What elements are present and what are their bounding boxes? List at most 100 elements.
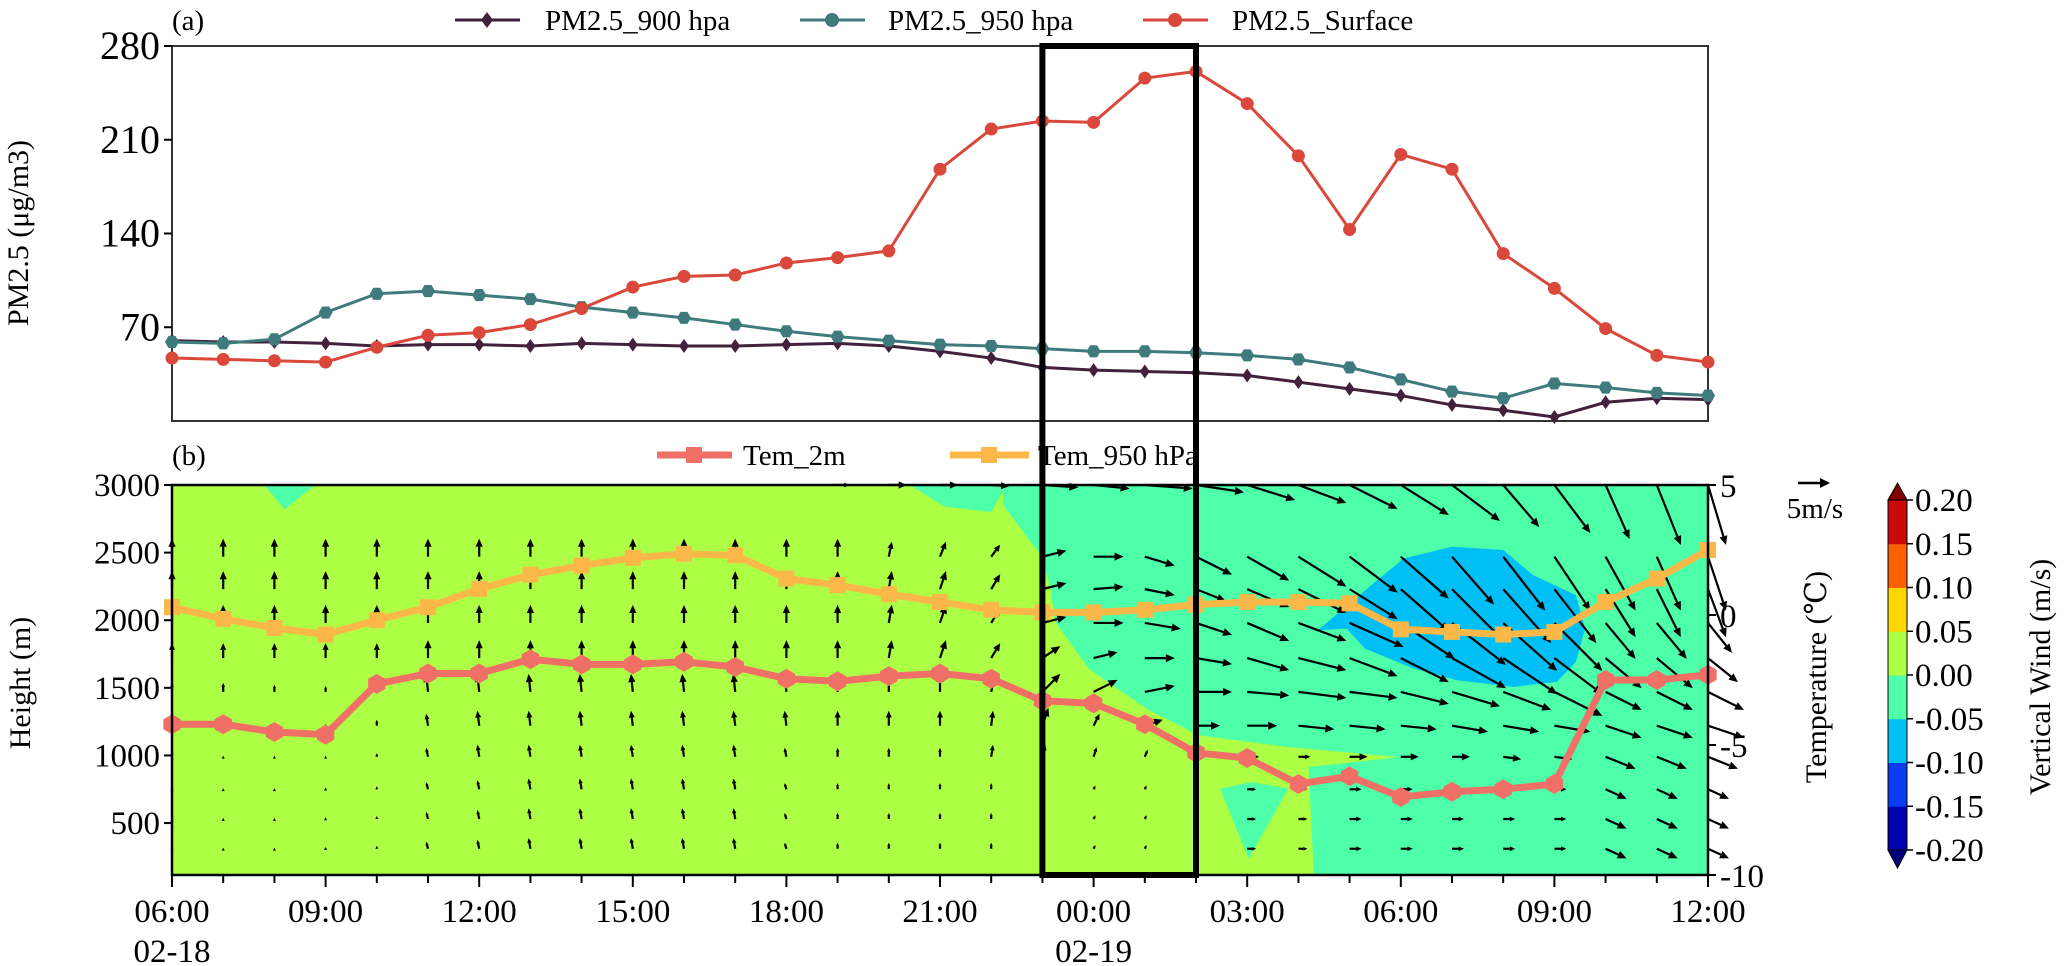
wind-arrow-shaft xyxy=(528,717,532,726)
data-point xyxy=(216,337,231,350)
data-point xyxy=(1447,397,1457,412)
wind-arrow xyxy=(1092,845,1096,850)
wind-arrow-head xyxy=(221,817,225,821)
wind-arrow-head xyxy=(1490,699,1500,708)
wind-arrow-shaft xyxy=(1092,751,1097,758)
wind-arrow-head xyxy=(1427,724,1437,733)
legend-marker-diamond xyxy=(481,12,493,28)
wind-arrow xyxy=(1503,754,1522,762)
data-point xyxy=(1342,361,1357,374)
wind-arrow xyxy=(424,571,432,590)
wind-arrow xyxy=(1452,816,1464,822)
wind-arrow-head xyxy=(578,837,583,844)
data-point xyxy=(677,269,691,283)
data-point xyxy=(266,620,283,636)
wind-arrow-head xyxy=(425,811,429,816)
wind-arrow-head xyxy=(324,787,328,791)
wind-arrow xyxy=(1605,818,1627,829)
data-point xyxy=(1291,353,1306,366)
wind-arrow xyxy=(1143,749,1148,758)
data-point xyxy=(1498,403,1509,418)
wind-arrow-shaft xyxy=(1554,724,1582,732)
wind-arrow xyxy=(938,813,942,820)
wind-arrow xyxy=(1707,847,1729,859)
data-point xyxy=(1701,355,1715,369)
wind-arrow xyxy=(887,813,891,820)
wind-arrow-head xyxy=(628,673,636,683)
data-point xyxy=(933,338,947,351)
wind-arrow xyxy=(324,846,328,850)
wind-arrow-head xyxy=(475,640,483,649)
wind-arrow xyxy=(680,808,686,820)
x-tick-label: 15:00 xyxy=(595,894,670,930)
wind-arrow xyxy=(886,604,895,624)
wind-arrow-shaft xyxy=(1348,555,1392,589)
y-tick-label: 210 xyxy=(100,117,160,162)
data-point xyxy=(1136,601,1153,618)
wind-arrow xyxy=(989,813,993,820)
data-point xyxy=(880,586,897,603)
wind-arrow-head xyxy=(1547,661,1558,671)
wind-arrow xyxy=(1247,817,1257,821)
wind-arrow xyxy=(272,755,276,759)
colorbar-segment xyxy=(1888,675,1907,720)
wind-arrow-head xyxy=(784,813,787,817)
wind-arrow-head xyxy=(1165,559,1175,567)
wind-arrow-shaft xyxy=(1707,690,1737,707)
wind-arrow-shaft xyxy=(425,785,430,790)
wind-arrow xyxy=(680,571,688,590)
data-point xyxy=(421,285,435,298)
wind-arrow xyxy=(272,684,276,692)
data-point xyxy=(1137,345,1152,358)
wind-arrow xyxy=(272,788,276,792)
wind-arrow xyxy=(1298,690,1347,701)
wind-arrow xyxy=(1707,755,1738,770)
wind-arrow-head xyxy=(1592,708,1603,716)
wind-arrow xyxy=(475,538,483,557)
wind-arrow-shaft xyxy=(990,549,998,558)
wind-arrow xyxy=(680,778,686,790)
data-point xyxy=(984,339,999,353)
wind-arrow xyxy=(1451,484,1500,521)
wind-arrow-head xyxy=(1439,589,1449,599)
data-point xyxy=(165,351,179,365)
x-date-label: 02-19 xyxy=(1055,934,1132,966)
wind-arrow xyxy=(1707,622,1732,653)
data-point xyxy=(1084,693,1103,714)
wind-arrow-head xyxy=(731,710,738,718)
y-tick-label-right: -5 xyxy=(1720,729,1748,765)
wind-arrow-head xyxy=(1458,816,1464,822)
wind-arrow-shaft xyxy=(1349,621,1396,645)
x-tick-label: 12:00 xyxy=(1670,894,1745,930)
wind-arrow xyxy=(1298,657,1347,672)
wind-arrow-shaft xyxy=(1298,621,1339,639)
wind-arrow-head xyxy=(1094,713,1100,721)
wind-arrow-head xyxy=(1485,595,1494,605)
data-point xyxy=(1596,670,1615,690)
wind-arrow-head xyxy=(324,817,328,821)
wind-arrow-head xyxy=(1728,761,1738,770)
wind-arrow-shaft xyxy=(1554,755,1565,760)
data-point xyxy=(830,330,845,343)
wind-arrow-head xyxy=(1279,663,1290,672)
wind-arrow xyxy=(1707,657,1738,683)
data-point xyxy=(1394,147,1408,161)
wind-arrow xyxy=(680,837,686,849)
wind-arrow-shaft xyxy=(1246,657,1281,669)
data-point xyxy=(1648,670,1666,690)
wind-arrow-head xyxy=(1387,501,1398,509)
data-point xyxy=(1496,247,1510,261)
wind-arrow-shaft xyxy=(1503,755,1514,760)
wind-arrow xyxy=(1503,724,1540,735)
wind-arrow-head xyxy=(270,538,278,547)
wind-arrow-head xyxy=(1587,633,1597,644)
legend-item-tem-2m: Tem_2m xyxy=(657,440,846,472)
wind-arrow xyxy=(1604,484,1630,539)
wind-arrow xyxy=(375,753,379,757)
data-point xyxy=(576,336,587,351)
data-point xyxy=(781,337,792,352)
wind-arrow xyxy=(375,816,379,820)
colorbar-extend-low xyxy=(1887,849,1908,870)
wind-arrow-head xyxy=(1673,627,1681,638)
wind-arrow-head xyxy=(1673,600,1681,611)
